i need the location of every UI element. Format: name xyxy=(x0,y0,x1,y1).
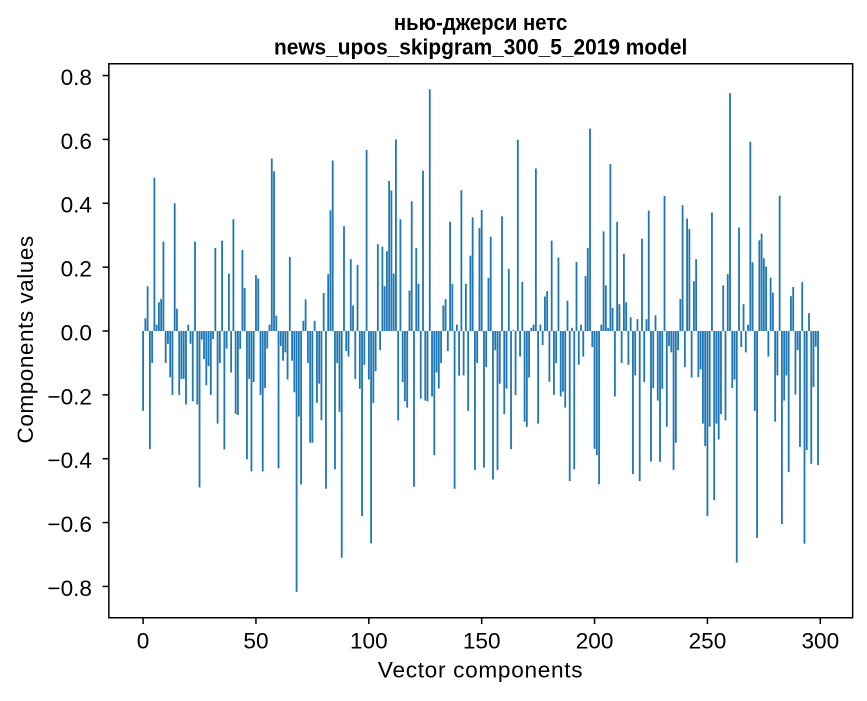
svg-text:100: 100 xyxy=(350,629,388,654)
svg-text:0.6: 0.6 xyxy=(61,129,92,154)
svg-text:0.0: 0.0 xyxy=(61,320,92,345)
svg-text:250: 250 xyxy=(689,629,727,654)
svg-text:−0.8: −0.8 xyxy=(47,576,92,601)
svg-text:Vector components: Vector components xyxy=(378,658,583,683)
svg-text:нью-джерси нетс: нью-джерси нетс xyxy=(394,10,567,35)
svg-text:0.4: 0.4 xyxy=(61,193,92,218)
svg-text:0.8: 0.8 xyxy=(61,65,92,90)
svg-text:0.2: 0.2 xyxy=(61,257,92,282)
svg-text:150: 150 xyxy=(463,629,501,654)
svg-text:200: 200 xyxy=(576,629,614,654)
svg-text:300: 300 xyxy=(801,629,839,654)
svg-text:−0.6: −0.6 xyxy=(47,512,92,537)
svg-text:Components values: Components values xyxy=(13,235,38,443)
svg-text:0: 0 xyxy=(137,629,150,654)
svg-text:50: 50 xyxy=(243,629,268,654)
svg-text:news_upos_skipgram_300_5_2019: news_upos_skipgram_300_5_2019 model xyxy=(274,34,687,60)
svg-text:−0.4: −0.4 xyxy=(47,448,92,473)
svg-text:−0.2: −0.2 xyxy=(47,384,92,409)
